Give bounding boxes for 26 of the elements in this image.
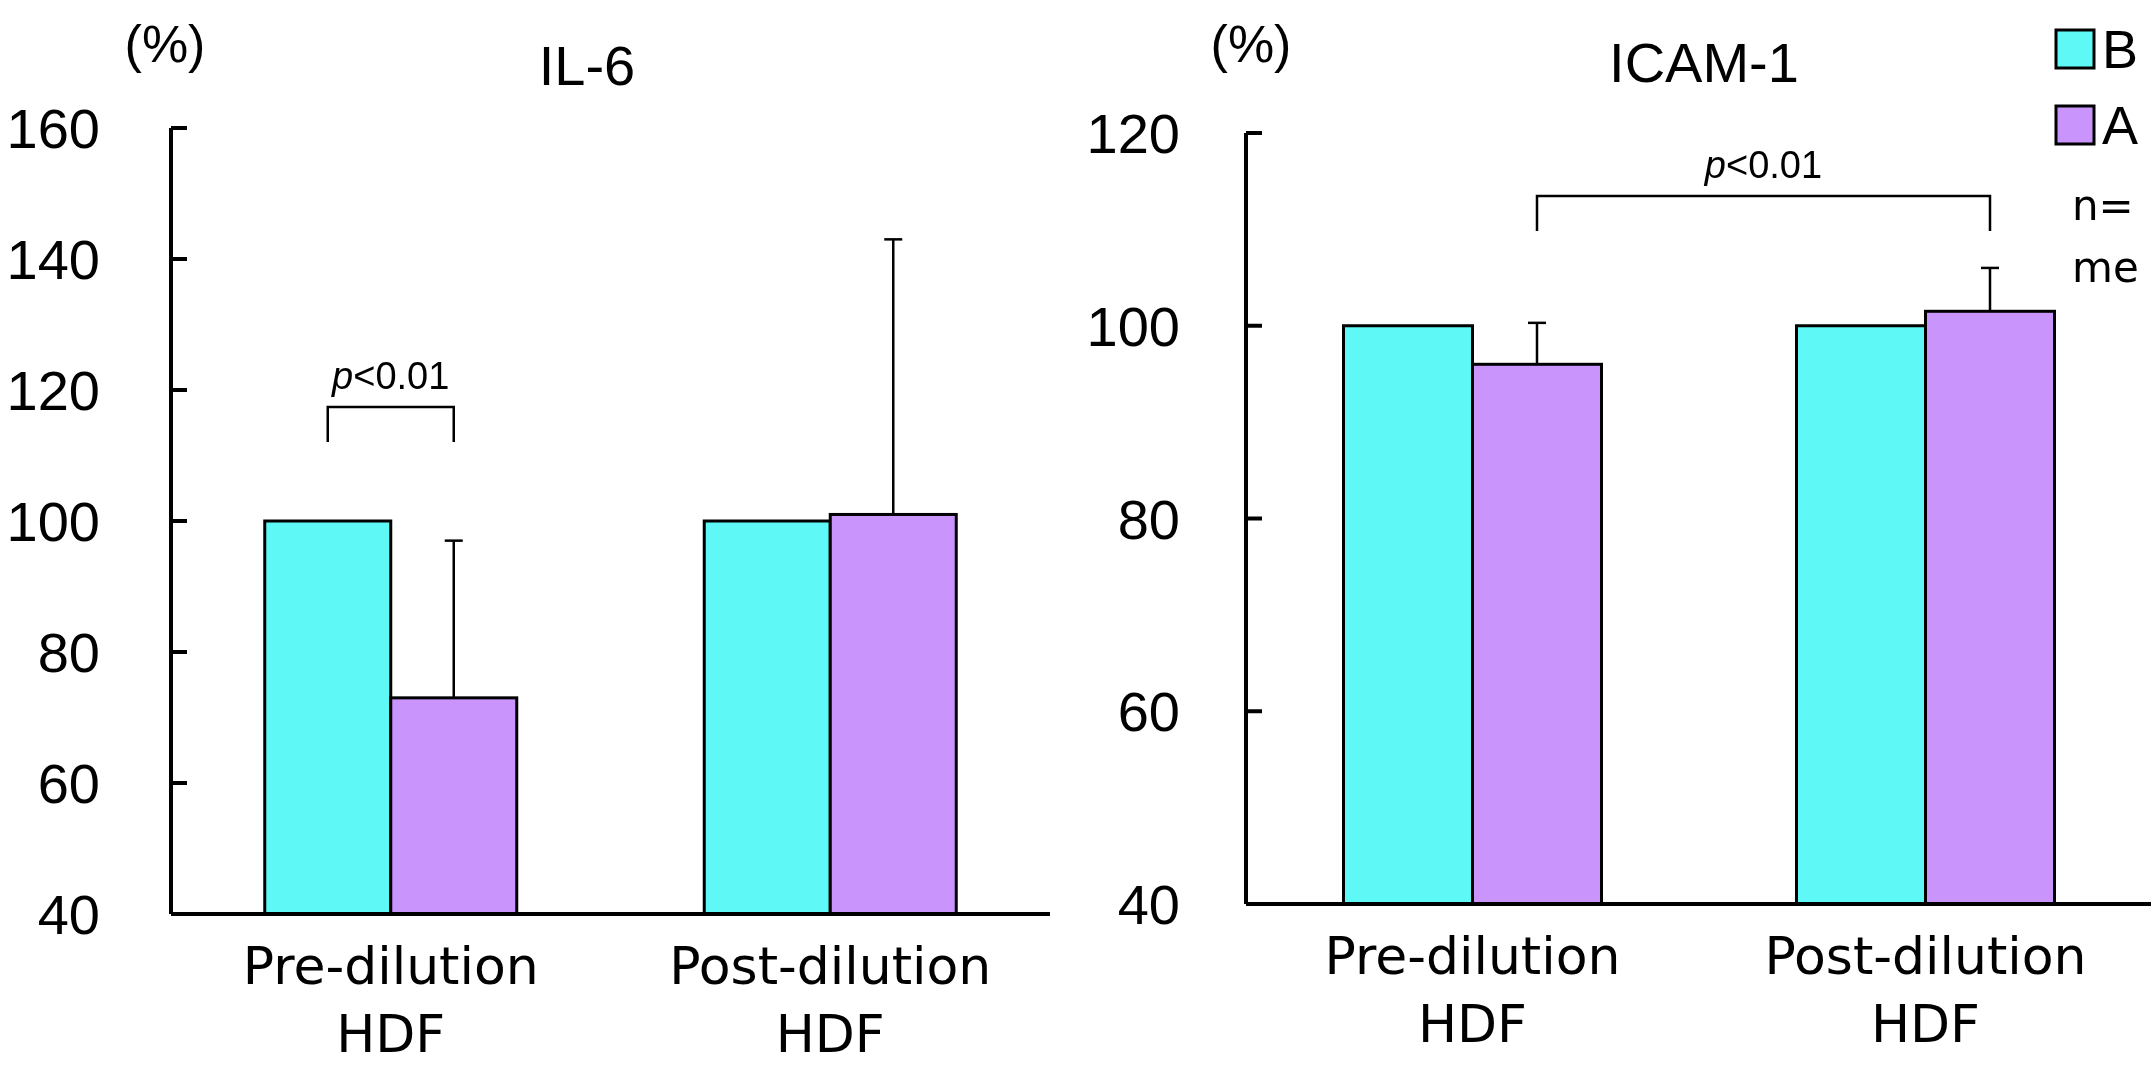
y-tick-label: 100	[1086, 294, 1180, 358]
y-tick-label: 80	[1117, 487, 1180, 551]
x-tick-label: Post-dilution HDF	[1764, 926, 2087, 1054]
y-tick-label: 60	[1117, 680, 1180, 744]
legend-label: B	[2102, 19, 2139, 80]
y-axis-title: (%)	[1210, 15, 1292, 73]
annotation: me	[2072, 243, 2139, 292]
y-tick-label: 40	[37, 883, 100, 947]
y-tick-label: 160	[6, 97, 100, 161]
y-axis-title: (%)	[124, 15, 206, 73]
x-tick-label: Post-dilution HDF	[669, 936, 992, 1064]
annotation: p<0.01	[1703, 144, 1823, 186]
y-tick-label: 100	[6, 490, 100, 554]
y-tick-label: 60	[37, 752, 100, 816]
legend-label: A	[2102, 95, 2139, 156]
y-tick-label: 80	[37, 621, 100, 685]
annotation: p<0.01	[331, 355, 450, 397]
y-tick-label: 40	[1117, 873, 1180, 937]
x-tick-label: Pre-dilution HDF	[242, 936, 539, 1064]
chart-title: IL-6	[538, 34, 636, 97]
y-tick-label: 140	[6, 228, 100, 292]
annotation: n=	[2072, 181, 2134, 230]
x-tick-label: Pre-dilution HDF	[1324, 926, 1621, 1054]
y-tick-label: 120	[1086, 102, 1180, 166]
y-tick-label: 120	[6, 359, 100, 423]
chart-title: ICAM-1	[1609, 31, 1799, 94]
